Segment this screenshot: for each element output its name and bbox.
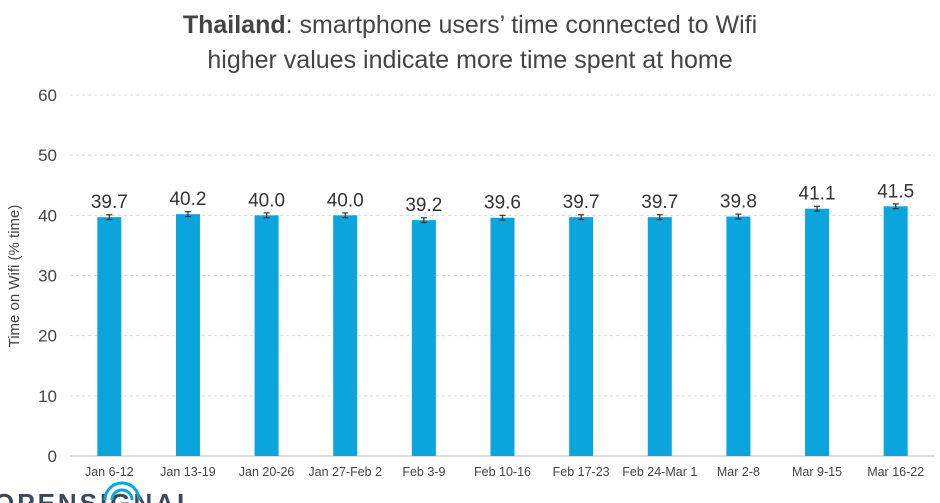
data-label: 39.6 — [484, 193, 521, 214]
x-tick-label: Jan 27-Feb 2 — [308, 465, 382, 479]
brand-logo: OPENSIGNAL — [0, 481, 196, 503]
error-bar — [499, 214, 506, 221]
data-label: 41.5 — [877, 181, 914, 202]
y-axis-ticks: 0 10 20 30 40 50 60 — [38, 86, 57, 466]
data-label: 39.7 — [563, 192, 600, 213]
y-tick-label: 50 — [38, 146, 57, 165]
y-tick-label: 20 — [38, 327, 57, 346]
error-bar — [656, 214, 663, 221]
wifi-signal-icon — [103, 481, 141, 501]
bar — [726, 216, 751, 456]
x-tick-label: Feb 10-16 — [474, 465, 531, 479]
data-label: 40.2 — [169, 189, 206, 210]
bar — [411, 220, 436, 456]
error-bar — [578, 214, 585, 221]
error-bar — [420, 217, 427, 224]
y-tick-label: 60 — [38, 86, 57, 105]
bars: 39.7 40.2 40.0 40.0 39.2 39.6 39.7 39.7 39.8 41.1… — [91, 181, 914, 456]
data-label: 40.0 — [327, 190, 364, 211]
chart-title-bold: Thailand — [183, 11, 286, 39]
y-tick-label: 0 — [48, 447, 57, 466]
x-tick-label: Jan 6-12 — [85, 465, 134, 479]
bar — [333, 215, 358, 456]
x-tick-label: Mar 9-15 — [792, 465, 842, 479]
error-bar — [892, 203, 899, 210]
x-tick-label: Jan 20-26 — [239, 465, 295, 479]
bar — [647, 217, 672, 456]
x-tick-label: Feb 17-23 — [553, 465, 610, 479]
bar — [254, 215, 279, 456]
data-label: 39.7 — [91, 192, 128, 213]
error-bar — [263, 212, 270, 219]
y-axis-label: Time on Wifi (% time) — [6, 205, 23, 348]
x-tick-label: Jan 13-19 — [160, 465, 216, 479]
error-bar — [184, 211, 191, 218]
data-label: 39.2 — [405, 195, 442, 216]
x-tick-label: Feb 24-Mar 1 — [622, 465, 697, 479]
x-tick-label: Mar 16-22 — [867, 465, 924, 479]
x-axis-ticks: Jan 6-12 Jan 13-19 Jan 20-26 Jan 27-Feb 2 Fe… — [85, 465, 924, 479]
data-label: 39.7 — [641, 192, 678, 213]
chart-title-rest: : smartphone users’ time connected to Wi… — [286, 11, 758, 39]
error-bar — [814, 205, 821, 212]
chart-title: Thailand: smartphone users’ time connect… — [183, 11, 757, 39]
y-tick-label: 40 — [38, 206, 57, 225]
bar — [490, 217, 515, 456]
bar — [805, 208, 830, 456]
data-label: 41.1 — [799, 184, 836, 205]
data-label: 40.0 — [248, 190, 285, 211]
chart-subtitle: higher values indicate more time spent a… — [207, 46, 732, 74]
error-bar — [735, 213, 742, 220]
x-tick-label: Mar 2-8 — [717, 465, 760, 479]
bar — [97, 217, 122, 456]
bar — [569, 217, 594, 456]
bar — [175, 214, 200, 456]
data-label: 39.8 — [720, 192, 757, 213]
y-tick-label: 10 — [38, 387, 57, 406]
error-bar — [342, 212, 349, 219]
bar — [883, 206, 908, 456]
error-bar — [106, 214, 113, 221]
brand-logo-text: OPENSIGNAL — [0, 488, 196, 503]
y-tick-label: 30 — [38, 267, 57, 286]
x-tick-label: Feb 3-9 — [402, 465, 445, 479]
